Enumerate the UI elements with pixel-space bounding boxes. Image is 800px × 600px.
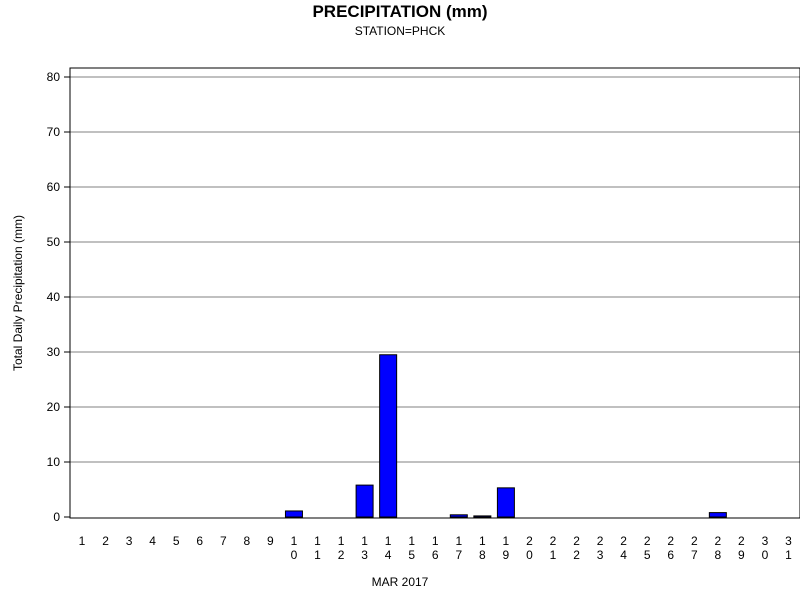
x-tick-label: 3 [126, 534, 133, 548]
x-tick-label: 9 [267, 534, 274, 548]
y-axis-ticks: 0 10 20 30 40 50 60 70 80 [47, 70, 70, 524]
y-axis-label: Total Daily Precipitation (mm) [11, 215, 25, 371]
y-tick-label: 0 [53, 510, 60, 524]
bar-day-14 [379, 354, 398, 518]
bar-day-17 [449, 514, 468, 518]
x-axis-ticks: 1 2 3 4 5 6 7 8 9 1 01 11 21 31 41 51 61 71 81 92 02 12 22 32 42… [79, 534, 793, 562]
y-tick-label: 80 [47, 70, 61, 84]
plot-area-frame [69, 67, 800, 519]
x-tick-label: 2 [102, 534, 109, 548]
x-tick-label: 5 [173, 534, 180, 548]
x-tick-label: 4 [149, 534, 156, 548]
bar-day-13 [355, 484, 374, 518]
bar-day-28 [708, 512, 727, 518]
y-tick-label: 60 [47, 180, 61, 194]
y-tick-label: 70 [47, 125, 61, 139]
x-tick-label: 6 [196, 534, 203, 548]
x-axis-label: MAR 2017 [372, 575, 429, 589]
bar-day-19 [496, 487, 515, 518]
y-tick-label: 10 [47, 455, 61, 469]
bar-day-18 [473, 515, 492, 518]
chart-title: PRECIPITATION (mm) [312, 2, 487, 21]
x-tick-label: 1 [79, 534, 86, 548]
x-tick-label: 8 [244, 534, 251, 548]
y-tick-label: 40 [47, 290, 61, 304]
grid-lines [70, 76, 800, 463]
chart-subtitle: STATION=PHCK [355, 24, 446, 38]
y-tick-label: 30 [47, 345, 61, 359]
y-tick-label: 50 [47, 235, 61, 249]
bars [284, 354, 727, 518]
bar-day-10 [284, 510, 303, 518]
x-tick-label: 7 [220, 534, 227, 548]
y-tick-label: 20 [47, 400, 61, 414]
